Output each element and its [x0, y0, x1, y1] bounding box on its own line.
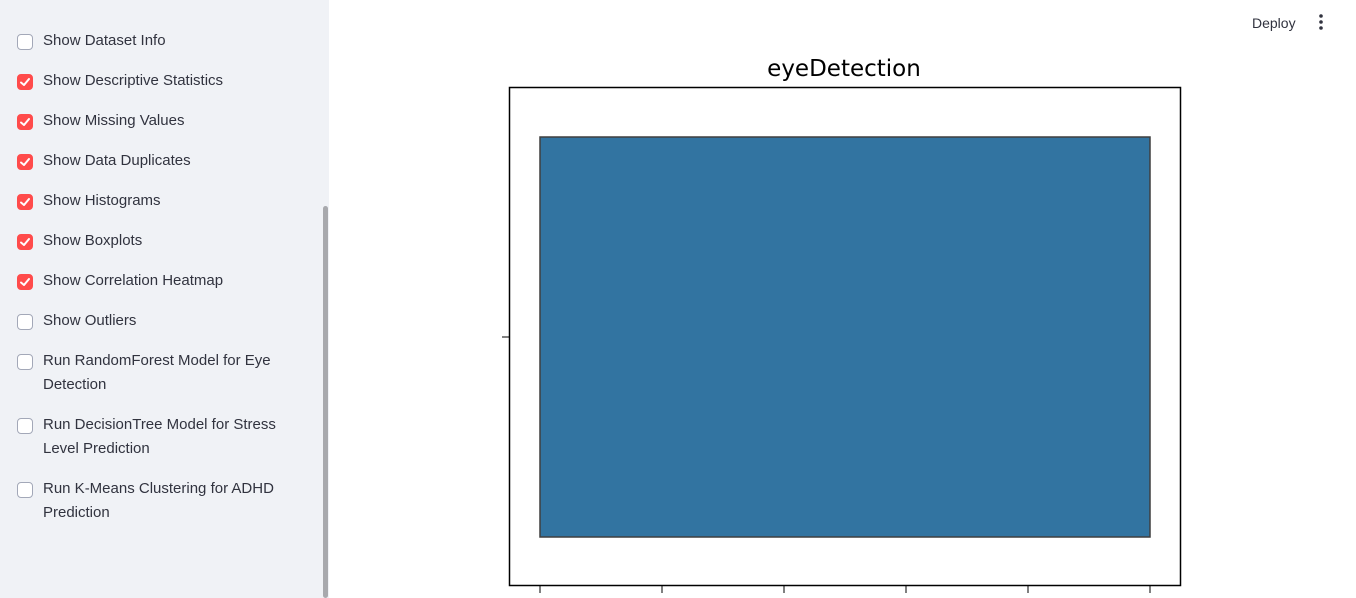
checkbox-label: Show Outliers — [43, 312, 137, 329]
checkbox-icon[interactable] — [17, 154, 33, 170]
checkbox-show-missing-values[interactable]: Show Missing Values — [17, 112, 297, 133]
checkbox-show-dataset-info[interactable]: Show Dataset Info — [17, 32, 297, 53]
checkbox-icon[interactable] — [17, 74, 33, 90]
checkbox-label: Show Data Duplicates — [43, 152, 191, 169]
deploy-button[interactable]: Deploy — [1246, 12, 1302, 34]
checkbox-show-boxplots[interactable]: Show Boxplots — [17, 232, 297, 253]
sidebar-scrollbar[interactable] — [323, 206, 328, 598]
checkbox-label: Run DecisionTree Model for Stress Level … — [43, 416, 276, 457]
checkbox-show-data-duplicates[interactable]: Show Data Duplicates — [17, 152, 297, 173]
checkbox-icon[interactable] — [17, 114, 33, 130]
checkbox-label: Run RandomForest Model for Eye Detection — [43, 352, 271, 393]
checkbox-show-correlation-heatmap[interactable]: Show Correlation Heatmap — [17, 272, 297, 293]
checkbox-icon[interactable] — [17, 34, 33, 50]
checkbox-run-kmeans[interactable]: Run K-Means Clustering for ADHD Predicti… — [17, 480, 297, 525]
checkbox-run-decisiontree[interactable]: Run DecisionTree Model for Stress Level … — [17, 416, 297, 461]
checkbox-icon[interactable] — [17, 234, 33, 250]
sidebar: Show Dataset Info Show Descriptive Stati… — [0, 0, 329, 598]
vertical-ellipsis-icon — [1319, 14, 1323, 30]
plot-area-frame — [508, 86, 1182, 587]
checkbox-label: Show Dataset Info — [43, 32, 166, 49]
checkbox-label: Run K-Means Clustering for ADHD Predicti… — [43, 480, 274, 521]
checkbox-icon[interactable] — [17, 314, 33, 330]
checkbox-label: Show Descriptive Statistics — [43, 72, 224, 89]
checkbox-show-histograms[interactable]: Show Histograms — [17, 192, 297, 213]
checkbox-show-descriptive-statistics[interactable]: Show Descriptive Statistics — [17, 72, 297, 93]
checkbox-icon[interactable] — [17, 274, 33, 290]
checkbox-label: Show Missing Values — [43, 112, 185, 129]
checkbox-run-randomforest[interactable]: Run RandomForest Model for Eye Detection — [17, 352, 297, 397]
checkbox-icon[interactable] — [17, 482, 33, 498]
checkbox-icon[interactable] — [17, 354, 33, 370]
checkbox-label: Show Boxplots — [43, 232, 143, 249]
checkbox-label: Show Histograms — [43, 192, 161, 209]
chart-title: eyeDetection — [767, 56, 921, 82]
box-iqr — [539, 136, 1151, 538]
boxplot-chart: eyeDetection — [502, 56, 1182, 593]
checkbox-icon[interactable] — [17, 418, 33, 434]
checkbox-show-outliers[interactable]: Show Outliers — [17, 312, 297, 333]
x-ticks — [539, 586, 1151, 593]
main-menu-button[interactable] — [1310, 11, 1332, 33]
checkbox-icon[interactable] — [17, 194, 33, 210]
checkbox-label: Show Correlation Heatmap — [43, 272, 224, 289]
